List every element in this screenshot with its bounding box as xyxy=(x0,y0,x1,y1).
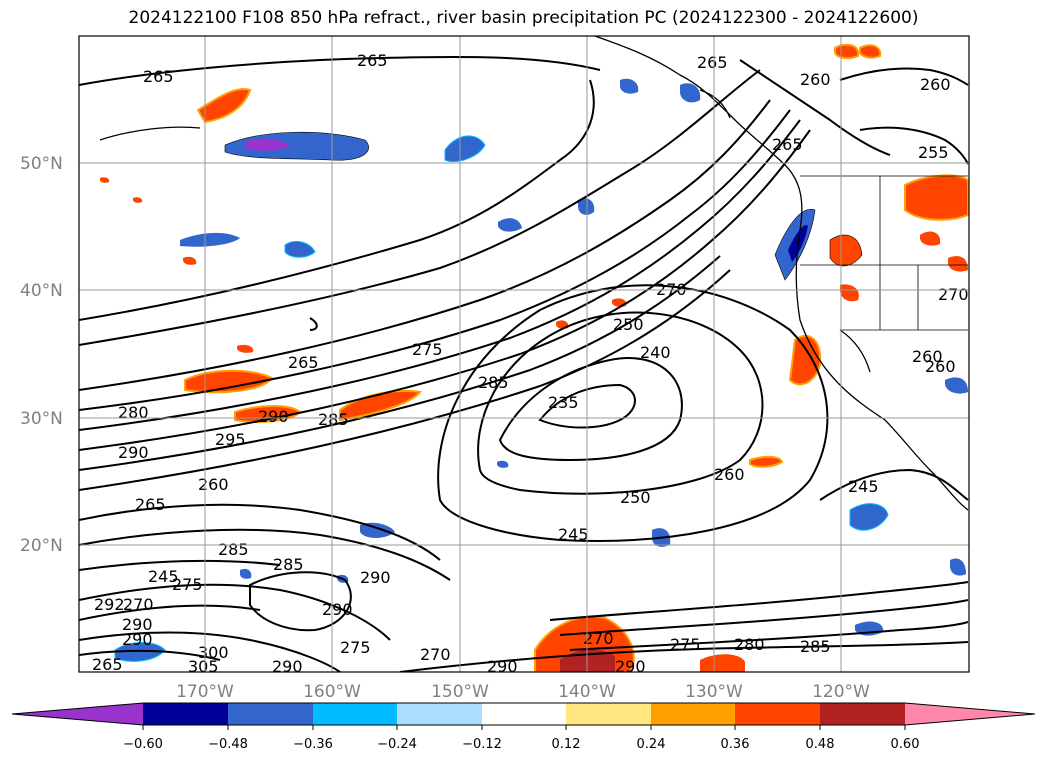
contour-label: 280 xyxy=(118,403,149,422)
colorbar-high-extend xyxy=(905,703,1035,725)
contour-label: 270 xyxy=(938,285,969,304)
contour-label: 260 xyxy=(800,70,831,89)
contour-label: 255 xyxy=(918,143,949,162)
contour-label: 250 xyxy=(613,315,644,334)
contour-label: 300 xyxy=(198,643,229,662)
colorbar-segment xyxy=(566,703,651,725)
contour-label: 290 xyxy=(272,657,303,676)
lon-label-140w: 140°W xyxy=(558,682,616,702)
colorbar-tick-label: 0.24 xyxy=(637,737,666,752)
contour-label: 290 xyxy=(322,600,353,619)
contour-label: 275 xyxy=(412,340,443,359)
latitude-labels: 50°N 40°N 30°N 20°N xyxy=(20,154,63,556)
lon-label-160w: 160°W xyxy=(303,682,361,702)
colorbar-segment xyxy=(820,703,905,725)
contour-label: 305 xyxy=(188,657,219,676)
contour-label: 235 xyxy=(548,393,579,412)
contour-label: 290 xyxy=(122,630,153,649)
contour-label: 250 xyxy=(620,488,651,507)
colorbar-segment xyxy=(228,703,313,725)
contour-label: 285 xyxy=(478,373,509,392)
contour-label: 265 xyxy=(697,53,728,72)
lat-label-30n: 30°N xyxy=(20,409,63,429)
map-content: 265 265 265 260 260 255 265 260 270 250 … xyxy=(79,36,969,676)
contour-labels: 265 265 265 260 260 255 265 260 270 250 … xyxy=(92,51,969,676)
colorbar-segment xyxy=(482,703,566,725)
contour-label: 270 xyxy=(583,629,614,648)
map-title: 2024122100 F108 850 hPa refract., river … xyxy=(128,8,919,28)
contour-label: 260 xyxy=(912,347,943,366)
contour-label: 275 xyxy=(340,638,371,657)
contour-label: 275 xyxy=(172,575,203,594)
contour-label: 275 xyxy=(670,635,701,654)
precip-shading xyxy=(100,43,969,672)
contour-label: 270 xyxy=(420,645,451,664)
contour-label: 290 xyxy=(360,568,391,587)
contour-label: 265 xyxy=(772,135,803,154)
colorbar-segment xyxy=(397,703,482,725)
colorbar-tick-label: 0.48 xyxy=(806,737,835,752)
lon-label-150w: 150°W xyxy=(431,682,489,702)
contour-label: 245 xyxy=(558,525,589,544)
colorbar-tick-label: 0.12 xyxy=(552,737,581,752)
contour-label: 285 xyxy=(318,410,349,429)
coastlines xyxy=(99,36,969,511)
colorbar-ticks xyxy=(142,725,906,730)
colorbar-segment xyxy=(651,703,735,725)
contour-label: 290 xyxy=(258,407,289,426)
contour-label: 260 xyxy=(920,75,951,94)
lat-label-50n: 50°N xyxy=(20,154,63,174)
contour-label: 245 xyxy=(148,567,179,586)
political-borders xyxy=(800,175,968,331)
contour-label: 260 xyxy=(925,357,956,376)
lat-label-20n: 20°N xyxy=(20,536,63,556)
colorbar: −0.60 −0.48 −0.36 −0.24 −0.12 0.12 0.24 … xyxy=(11,702,1036,752)
colorbar-segment xyxy=(313,703,397,725)
colorbar-tick-label: −0.12 xyxy=(462,737,502,752)
contour-label: 280 xyxy=(734,635,765,654)
colorbar-tick-label: 0.60 xyxy=(891,737,920,752)
colorbar-tick-labels: −0.60 −0.48 −0.36 −0.24 −0.12 0.12 0.24 … xyxy=(123,737,919,752)
contour-label: 240 xyxy=(640,343,671,362)
lon-label-120w: 120°W xyxy=(812,682,870,702)
contour-label: 290 xyxy=(122,615,153,634)
contour-label: 290 xyxy=(487,657,518,676)
contour-label: 260 xyxy=(198,475,229,494)
colorbar-segment xyxy=(735,703,820,725)
contour-label: 270 xyxy=(123,595,154,614)
lon-label-170w: 170°W xyxy=(176,682,234,702)
colorbar-low-extend xyxy=(12,703,143,725)
colorbar-tick-label: −0.60 xyxy=(123,737,163,752)
contour-label: 285 xyxy=(273,555,304,574)
contour-label: 292 xyxy=(94,595,125,614)
longitude-labels: 170°W 160°W 150°W 140°W 130°W 120°W xyxy=(176,682,870,702)
colorbar-tick-label: 0.36 xyxy=(721,737,750,752)
contour-label: 245 xyxy=(848,477,879,496)
contour-label: 265 xyxy=(288,353,319,372)
contour-label: 290 xyxy=(118,443,149,462)
refractivity-contours xyxy=(79,55,969,672)
contour-label: 285 xyxy=(800,637,831,656)
contour-label: 295 xyxy=(215,430,246,449)
contour-label: 285 xyxy=(218,540,249,559)
contour-label: 290 xyxy=(615,657,646,676)
lat-label-40n: 40°N xyxy=(20,281,63,301)
contour-label: 265 xyxy=(143,67,174,86)
colorbar-segment xyxy=(143,703,228,725)
plot-frame xyxy=(78,35,970,673)
contour-label: 265 xyxy=(92,655,123,674)
contour-label: 260 xyxy=(714,465,745,484)
colorbar-tick-label: −0.36 xyxy=(293,737,333,752)
contour-label: 265 xyxy=(135,495,166,514)
colorbar-tick-label: −0.24 xyxy=(377,737,417,752)
graticule xyxy=(79,36,969,672)
lon-label-130w: 130°W xyxy=(685,682,743,702)
colorbar-tick-label: −0.48 xyxy=(208,737,248,752)
contour-label: 265 xyxy=(357,51,388,70)
